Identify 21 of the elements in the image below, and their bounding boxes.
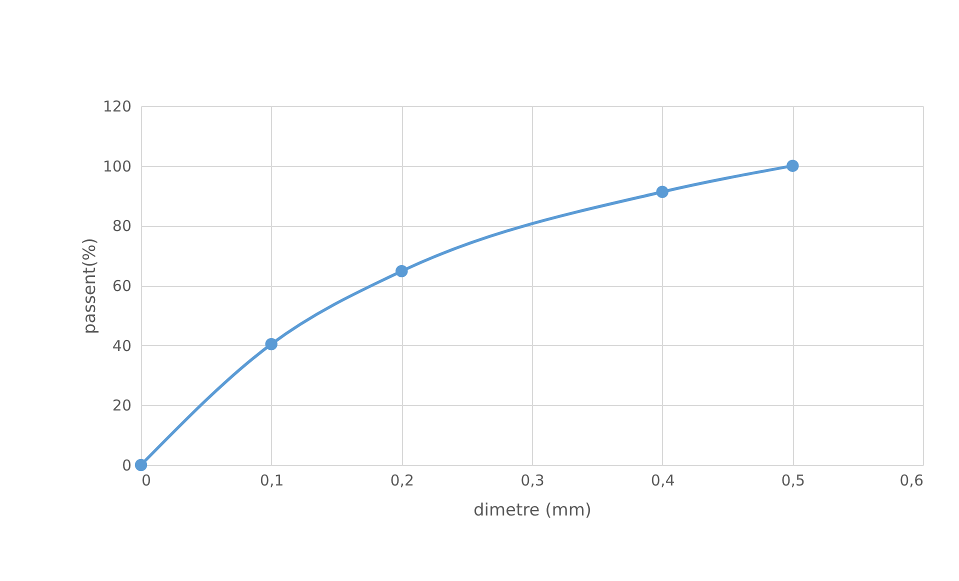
y-tick-label: 100 [102, 157, 132, 176]
y-tick-label: 60 [112, 277, 132, 295]
x-axis-title: dimetre (mm) [473, 500, 592, 520]
x-tick-label: 0,1 [260, 472, 284, 490]
point [396, 265, 408, 278]
x-tick-label: 0,2 [390, 472, 414, 490]
point [786, 160, 799, 172]
y-tick-label: 20 [112, 396, 132, 415]
x-tick-label: 0,6 [900, 472, 924, 490]
point [265, 338, 278, 350]
x-tick-label: 0 [142, 472, 152, 490]
x-tick-label: 0,3 [520, 472, 544, 490]
point [134, 458, 148, 472]
y-tick-label: 40 [112, 336, 132, 355]
y-tick-label: 120 [102, 98, 132, 116]
x-tick-label: 0,4 [650, 472, 675, 490]
y-axis-title: passent(%) [80, 238, 100, 334]
y-tick-label: 0 [122, 456, 132, 474]
point [656, 186, 668, 198]
x-tick-label: 0,5 [781, 472, 806, 490]
y-tick-label: 80 [112, 217, 132, 236]
